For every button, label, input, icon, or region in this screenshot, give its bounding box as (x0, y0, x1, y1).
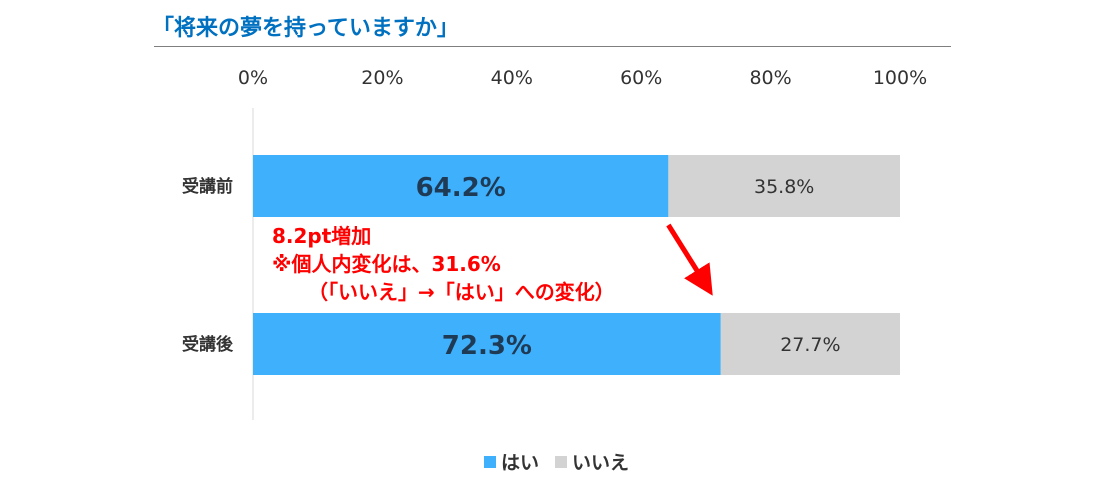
legend-label-yes: はい (501, 452, 540, 474)
legend-label-no: いいえ (572, 452, 630, 474)
annotation-line-3: （「いいえ」→「はい」への変化） (308, 280, 615, 304)
annotation-line-1: 8.2pt増加 (272, 224, 372, 248)
data-label-no: 27.7% (780, 334, 840, 356)
data-label-yes: 72.3% (442, 331, 532, 361)
x-tick-label: 80% (749, 67, 791, 89)
data-label-no: 35.8% (754, 176, 814, 198)
category-label: 受講後 (182, 334, 234, 355)
legend-swatch-yes (484, 455, 496, 468)
x-tick-label: 100% (873, 67, 927, 89)
annotation-line-2: ※個人内変化は、31.6% (272, 252, 501, 276)
chart-title: 「将来の夢を持っていますか」 (152, 16, 459, 41)
legend-item-no: いいえ (555, 448, 629, 475)
bar-segment-yes (253, 155, 669, 217)
change-arrow (666, 223, 713, 296)
data-label-yes: 64.2% (416, 173, 506, 203)
bar-segment-no (668, 155, 900, 217)
title-underline (154, 46, 951, 47)
category-label: 受講前 (182, 176, 233, 197)
legend-swatch-no (555, 455, 568, 468)
x-tick-label: 0% (238, 67, 268, 89)
change-annotation: 8.2pt増加 ※個人内変化は、31.6% （「いいえ」→「はい」への変化） (272, 222, 615, 306)
legend: はい いいえ (484, 448, 645, 475)
x-tick-label: 60% (620, 67, 662, 89)
legend-item-yes: はい (484, 448, 539, 475)
x-tick-label: 40% (491, 67, 533, 89)
bar-segment-no (720, 313, 900, 375)
bar-segment-yes (253, 313, 721, 375)
x-tick-label: 20% (361, 67, 403, 89)
